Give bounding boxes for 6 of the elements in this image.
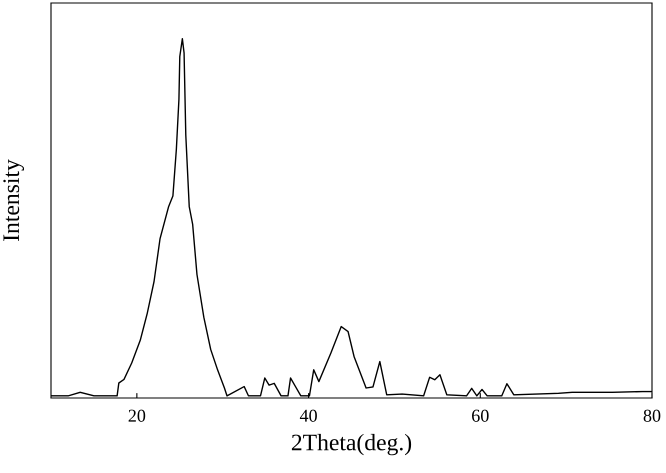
x-tick-label: 40	[300, 410, 317, 422]
x-axis-title: 2Theta(deg.)	[292, 434, 412, 456]
x-tick-label: 60	[472, 410, 489, 422]
x-tick-label: 80	[644, 410, 660, 422]
x-tick-label: 20	[128, 410, 146, 422]
y-axis-title: Intensity	[3, 159, 24, 241]
